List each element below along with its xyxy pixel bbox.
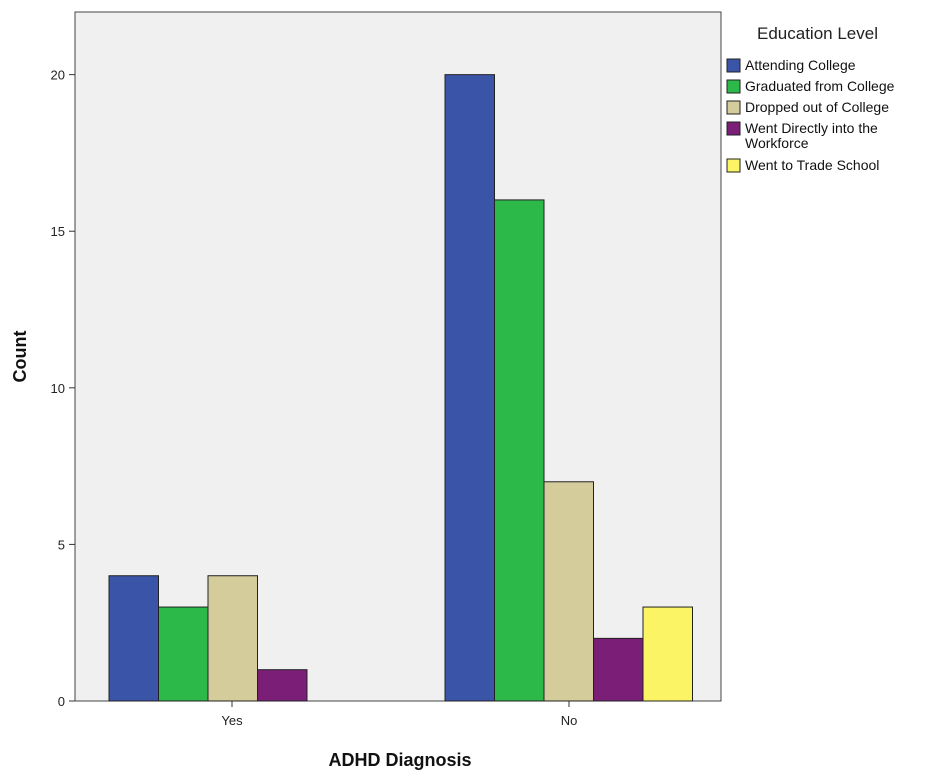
bar-no-1 [494, 199, 545, 702]
legend-swatch [726, 158, 741, 173]
y-axis: 0 5 10 15 20 [51, 68, 75, 709]
bar-yes-2 [207, 575, 258, 702]
legend: Education Level Attending College Graduat… [726, 24, 895, 173]
legend-label: Went Directly into the Workforce [745, 120, 878, 151]
bar-no-4 [642, 606, 693, 702]
bar-yes-3 [257, 669, 308, 702]
legend-swatch [726, 58, 741, 73]
bar-yes-1 [158, 606, 209, 702]
legend-swatch [726, 79, 741, 94]
x-tick-label: No [561, 713, 578, 728]
bar-yes-0 [108, 575, 159, 702]
x-axis-title: ADHD Diagnosis [328, 750, 471, 770]
x-axis: Yes No [221, 701, 577, 728]
y-tick-label: 20 [51, 68, 65, 83]
bar-no-0 [444, 74, 495, 702]
legend-label: Graduated from College [745, 78, 895, 94]
bars-group [108, 74, 693, 702]
y-axis-title: Count [10, 331, 30, 383]
legend-label: Attending College [745, 57, 856, 73]
bar-no-3 [593, 637, 644, 702]
y-tick-label: 10 [51, 381, 65, 396]
y-tick-label: 0 [58, 694, 65, 709]
legend-label: Went to Trade School [745, 157, 879, 173]
legend-label: Dropped out of College [745, 99, 889, 115]
y-tick-label: 15 [51, 224, 65, 239]
plot-area [74, 11, 722, 702]
legend-swatch [726, 100, 741, 115]
legend-title: Education Level [757, 24, 878, 43]
legend-swatch [726, 121, 741, 136]
bar-no-2 [543, 481, 594, 702]
y-tick-label: 5 [58, 537, 65, 552]
x-tick-label: Yes [221, 713, 243, 728]
